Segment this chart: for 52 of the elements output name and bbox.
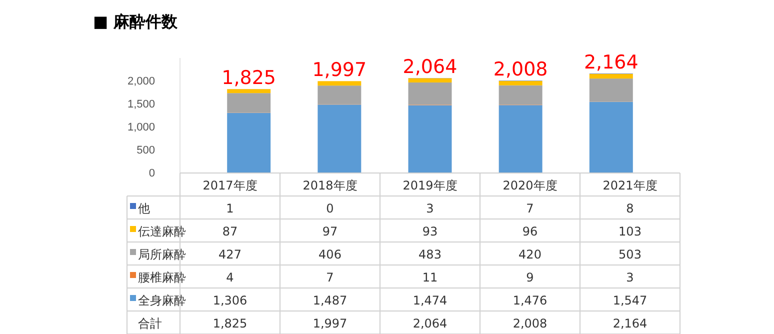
text: 2,164	[612, 316, 648, 330]
text: 1,997	[312, 316, 348, 330]
data-label: 3	[426, 202, 434, 216]
legend-label: 腰椎麻酔	[138, 270, 186, 284]
data-label: 0	[326, 202, 334, 216]
data-label: 7	[326, 270, 334, 284]
data-label: 7	[526, 202, 534, 216]
y-tick-label: 500	[136, 144, 155, 157]
data-label: 8	[626, 202, 634, 216]
data-label: 1,476	[512, 294, 548, 308]
total-label: 2,008	[493, 58, 548, 81]
data-label: 11	[422, 270, 438, 284]
text: 合計	[138, 316, 162, 330]
data-label: 9	[526, 270, 534, 284]
data-label: 1	[226, 202, 234, 216]
data-label: 427	[218, 248, 242, 262]
y-tick-label: 1,000	[127, 122, 155, 134]
legend-label: 他	[138, 202, 150, 216]
text: 1,825	[212, 316, 248, 330]
data-label: 406	[318, 248, 342, 262]
data-label: 483	[418, 248, 442, 262]
x-tick-label: 2021年度	[602, 178, 658, 192]
legend-label: 局所麻酔	[138, 248, 186, 262]
text: 2,064	[412, 316, 448, 330]
data-label: 87	[222, 224, 238, 238]
x-tick-label: 2018年度	[302, 178, 358, 192]
data-label: 1,306	[212, 294, 248, 308]
x-tick-label: 2017年度	[202, 178, 258, 192]
legend-label: 全身麻酔	[138, 294, 186, 308]
data-label: 96	[522, 224, 538, 238]
text: 2,008	[512, 316, 548, 330]
total-label: 2,064	[402, 56, 458, 78]
data-label: 1,547	[612, 294, 648, 308]
data-label: 420	[518, 248, 542, 262]
x-tick-label: 2020年度	[502, 178, 558, 192]
y-tick-label: 2,000	[127, 76, 155, 88]
data-label: 3	[626, 270, 634, 284]
data-label: 1,474	[412, 294, 448, 308]
data-label: 4	[226, 270, 234, 284]
data-label: 503	[618, 248, 642, 262]
y-tick-label: 1,500	[127, 98, 155, 111]
data-label: 97	[322, 224, 338, 238]
total-label: 1,825	[222, 67, 276, 90]
y-tick-label: 0	[148, 168, 155, 180]
x-tick-label: 2019年度	[402, 178, 458, 192]
total-label: 1,997	[312, 59, 367, 82]
data-label: 1,487	[312, 294, 348, 308]
chart-title: ■ 麻酔件数	[93, 12, 179, 31]
data-label: 93	[422, 224, 438, 238]
legend-label: 伝達麻酔	[138, 224, 186, 238]
data-label: 103	[618, 224, 642, 238]
total-label: 2,164	[584, 51, 638, 74]
